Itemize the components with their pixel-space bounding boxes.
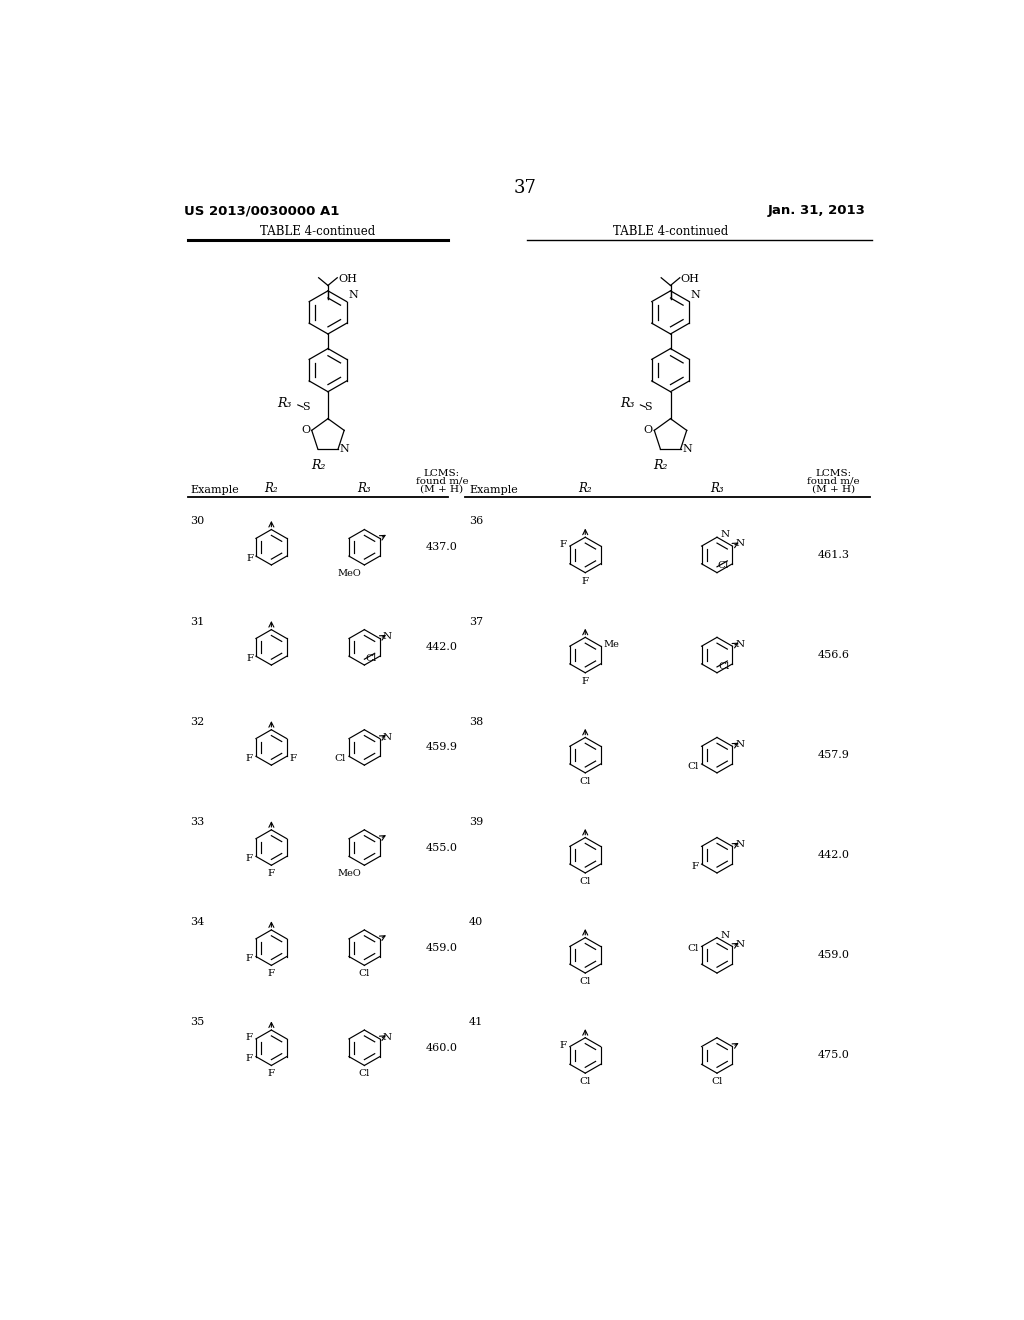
Text: (M + H): (M + H)	[420, 484, 464, 494]
Text: Cl: Cl	[687, 944, 698, 953]
Text: 442.0: 442.0	[817, 850, 849, 861]
Text: Cl: Cl	[717, 561, 728, 570]
Text: N: N	[340, 445, 349, 454]
Text: N: N	[691, 290, 700, 300]
Text: Cl: Cl	[580, 1077, 591, 1086]
Text: Cl: Cl	[358, 969, 370, 978]
Text: OH: OH	[681, 275, 699, 284]
Text: 38: 38	[469, 717, 483, 726]
Text: R₃: R₃	[357, 482, 371, 495]
Text: F: F	[582, 677, 589, 685]
Text: 37: 37	[469, 616, 483, 627]
Text: F: F	[268, 869, 274, 878]
Text: N: N	[735, 741, 744, 750]
Text: (M + H): (M + H)	[812, 484, 855, 494]
Text: F: F	[691, 862, 698, 871]
Text: F: F	[246, 754, 253, 763]
Text: 36: 36	[469, 516, 483, 527]
Text: F: F	[246, 854, 253, 863]
Text: Cl: Cl	[718, 661, 729, 671]
Text: N: N	[735, 940, 744, 949]
Text: S: S	[302, 403, 309, 412]
Text: 459.0: 459.0	[817, 950, 849, 961]
Text: US 2013/0030000 A1: US 2013/0030000 A1	[183, 205, 339, 218]
Text: R₂: R₂	[653, 458, 668, 471]
Text: N: N	[735, 640, 744, 649]
Text: Cl: Cl	[580, 876, 591, 886]
Text: R₂: R₂	[264, 482, 279, 495]
Text: N: N	[735, 540, 744, 548]
Text: F: F	[246, 954, 253, 964]
Text: 456.6: 456.6	[817, 649, 849, 660]
Text: F: F	[582, 577, 589, 586]
Text: MeO: MeO	[338, 869, 361, 878]
Text: F: F	[247, 653, 254, 663]
Text: N: N	[720, 931, 729, 940]
Text: Cl: Cl	[366, 653, 377, 663]
Text: R₃: R₃	[711, 482, 724, 495]
Text: 461.3: 461.3	[817, 550, 849, 560]
Text: 41: 41	[469, 1016, 483, 1027]
Text: O: O	[301, 425, 310, 436]
Text: Cl: Cl	[712, 1077, 723, 1086]
Text: R₃: R₃	[278, 397, 292, 409]
Text: Cl: Cl	[580, 977, 591, 986]
Text: 457.9: 457.9	[817, 750, 849, 760]
Text: F: F	[290, 754, 297, 763]
Text: F: F	[559, 540, 566, 549]
Text: 460.0: 460.0	[426, 1043, 458, 1053]
Text: 30: 30	[190, 516, 204, 527]
Text: Me: Me	[604, 640, 620, 649]
Text: 475.0: 475.0	[817, 1051, 849, 1060]
Text: N: N	[383, 632, 392, 642]
Text: F: F	[268, 969, 274, 978]
Text: 40: 40	[469, 917, 483, 927]
Text: 455.0: 455.0	[426, 842, 458, 853]
Text: Example: Example	[190, 484, 239, 495]
Text: 37: 37	[513, 178, 537, 197]
Text: S: S	[644, 403, 652, 412]
Text: 35: 35	[190, 1016, 204, 1027]
Text: OH: OH	[338, 275, 357, 284]
Text: TABLE 4-continued: TABLE 4-continued	[260, 224, 376, 238]
Text: N: N	[383, 1032, 392, 1041]
Text: O: O	[644, 425, 652, 436]
Text: N: N	[682, 445, 692, 454]
Text: R₂: R₂	[310, 458, 325, 471]
Text: N: N	[383, 733, 392, 742]
Text: F: F	[247, 554, 254, 562]
Text: TABLE 4-continued: TABLE 4-continued	[613, 224, 728, 238]
Text: N: N	[735, 841, 744, 849]
Text: N: N	[348, 290, 358, 300]
Text: MeO: MeO	[338, 569, 361, 578]
Text: R₂: R₂	[579, 482, 592, 495]
Text: N: N	[720, 531, 729, 540]
Text: Cl: Cl	[580, 776, 591, 785]
Text: R₃: R₃	[620, 397, 634, 409]
Text: 437.0: 437.0	[426, 543, 458, 552]
Text: found m/e: found m/e	[807, 477, 859, 486]
Text: 31: 31	[190, 616, 204, 627]
Text: F: F	[268, 1069, 274, 1078]
Text: 459.0: 459.0	[426, 942, 458, 953]
Text: 32: 32	[190, 717, 204, 726]
Text: 459.9: 459.9	[426, 742, 458, 752]
Text: F: F	[559, 1040, 566, 1049]
Text: F: F	[246, 1055, 253, 1064]
Text: Cl: Cl	[335, 754, 346, 763]
Text: LCMS:: LCMS:	[424, 469, 460, 478]
Text: 33: 33	[190, 817, 204, 826]
Text: 442.0: 442.0	[426, 643, 458, 652]
Text: 39: 39	[469, 817, 483, 826]
Text: LCMS:: LCMS:	[815, 469, 851, 478]
Text: Cl: Cl	[358, 1069, 370, 1078]
Text: Cl: Cl	[687, 762, 698, 771]
Text: F: F	[246, 1032, 253, 1041]
Text: Jan. 31, 2013: Jan. 31, 2013	[768, 205, 866, 218]
Text: found m/e: found m/e	[416, 477, 468, 486]
Text: Example: Example	[469, 484, 518, 495]
Text: 34: 34	[190, 917, 204, 927]
